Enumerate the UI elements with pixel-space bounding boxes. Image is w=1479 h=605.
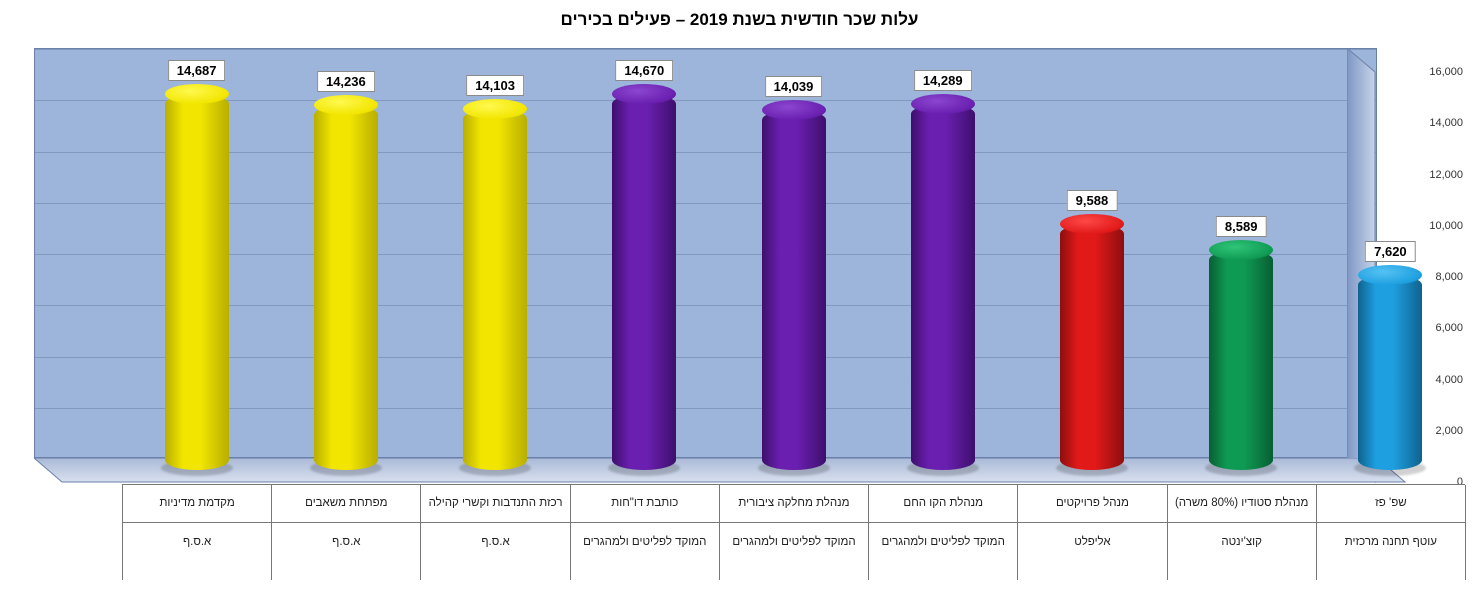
x-org-label: א.ס.ף	[272, 523, 420, 561]
x-category-cell: מפתחת משאביםא.ס.ף	[271, 485, 420, 580]
x-role-label: שפ' פז	[1317, 485, 1465, 523]
x-org-label: א.ס.ף	[421, 523, 569, 561]
bar-cylinder: 14,103	[463, 109, 527, 470]
x-role-label: רכזת התנדבות וקשרי קהילה	[421, 485, 569, 523]
x-category-cell: רכזת התנדבות וקשרי קהילהא.ס.ף	[420, 485, 569, 580]
bar-slot: 9,588	[1017, 224, 1166, 470]
bar-value-label: 14,670	[615, 60, 673, 81]
x-org-label: המוקד לפליטים ולמהגרים	[869, 523, 1017, 561]
x-category-cell: מנהלת מחלקה ציבוריתהמוקד לפליטים ולמהגרי…	[719, 485, 868, 580]
bar-value-label: 14,103	[466, 75, 524, 96]
plot-3d-area: 02,0004,0006,0008,00010,00012,00014,0001…	[14, 36, 1465, 597]
chart-body: 02,0004,0006,0008,00010,00012,00014,0001…	[14, 36, 1465, 597]
x-org-label: המוקד לפליטים ולמהגרים	[720, 523, 868, 561]
salary-bar-chart: עלות שכר חודשית בשנת 2019 – פעילים בכירי…	[0, 0, 1479, 605]
x-category-cell: שפ' פזעוטף תחנה מרכזית	[1316, 485, 1465, 580]
bar-slot: 14,670	[570, 94, 719, 470]
x-category-cell: כותבת דו"חותהמוקד לפליטים ולמהגרים	[570, 485, 719, 580]
x-org-label: א.ס.ף	[123, 523, 271, 561]
x-category-cell: מנהלת הקו החםהמוקד לפליטים ולמהגרים	[868, 485, 1017, 580]
bar-slot: 14,687	[122, 94, 271, 470]
x-org-label: המוקד לפליטים ולמהגרים	[571, 523, 719, 561]
bar-cylinder: 7,620	[1358, 275, 1422, 470]
bar-cylinder: 14,236	[314, 105, 378, 470]
bar-cylinder: 14,687	[165, 94, 229, 470]
bar-value-label: 14,236	[317, 71, 375, 92]
bar-value-label: 7,620	[1365, 241, 1416, 262]
bar-cylinder: 14,039	[762, 110, 826, 470]
x-role-label: מנהלת מחלקה ציבורית	[720, 485, 868, 523]
bar-slot: 8,589	[1167, 250, 1316, 470]
bar-slot: 14,289	[868, 104, 1017, 470]
x-role-label: מנהלת הקו החם	[869, 485, 1017, 523]
x-category-cell: מנהלת סטודיו (80% משרה)קוצ'ינטה	[1167, 485, 1316, 580]
bar-value-label: 14,687	[168, 60, 226, 81]
x-axis: מקדמת מדיניותא.ס.ףמפתחת משאביםא.ס.ףרכזת …	[122, 484, 1465, 580]
x-category-cell: מנהל פרויקטיםאליפלט	[1017, 485, 1166, 580]
bar-cylinder: 14,670	[612, 94, 676, 470]
bar-slot: 7,620	[1316, 275, 1465, 470]
x-org-label: קוצ'ינטה	[1168, 523, 1316, 561]
bar-slot: 14,039	[719, 110, 868, 470]
bar-slot: 14,236	[271, 105, 420, 470]
x-role-label: מפתחת משאבים	[272, 485, 420, 523]
bar-value-label: 14,039	[765, 76, 823, 97]
bar-value-label: 8,589	[1216, 216, 1267, 237]
x-role-label: כותבת דו"חות	[571, 485, 719, 523]
x-role-label: מנהלת סטודיו (80% משרה)	[1168, 485, 1316, 523]
bar-cylinder: 8,589	[1209, 250, 1273, 470]
x-role-label: מנהל פרויקטים	[1018, 485, 1166, 523]
x-org-label: אליפלט	[1018, 523, 1166, 561]
x-role-label: מקדמת מדיניות	[123, 485, 271, 523]
x-org-label: עוטף תחנה מרכזית	[1317, 523, 1465, 561]
bar-slot: 14,103	[420, 109, 569, 470]
chart-title: עלות שכר חודשית בשנת 2019 – פעילים בכירי…	[0, 0, 1479, 36]
bar-cylinder: 14,289	[911, 104, 975, 470]
bar-value-label: 9,588	[1067, 190, 1118, 211]
bars-row: 14,687 14,236 14,103 14,670 14,039 14,289 9,58…	[122, 60, 1465, 470]
bar-value-label: 14,289	[914, 70, 972, 91]
bar-cylinder: 9,588	[1060, 224, 1124, 470]
x-category-cell: מקדמת מדיניותא.ס.ף	[122, 485, 271, 580]
